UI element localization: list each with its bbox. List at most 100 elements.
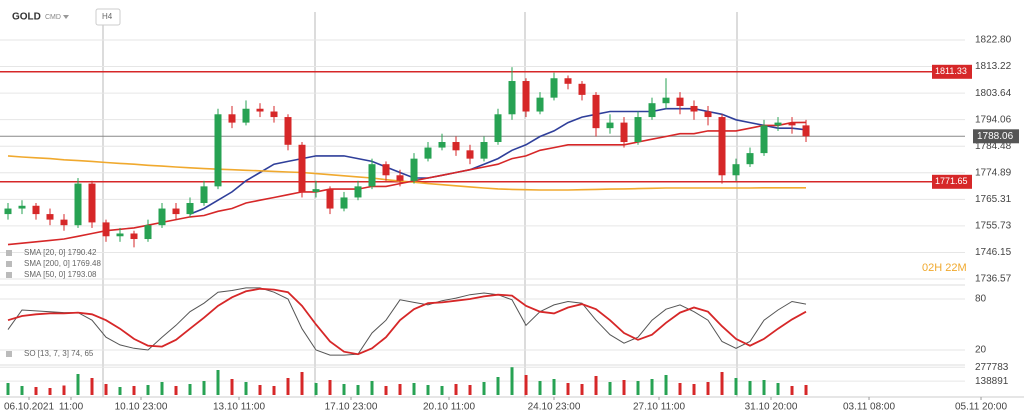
- legend-entry: SMA [20, 0] 1790.42: [24, 248, 97, 257]
- candle-body: [592, 94, 600, 129]
- volume-bar: [426, 385, 430, 395]
- volume-bar: [76, 374, 80, 395]
- volume-bar: [524, 375, 528, 395]
- candle-body: [200, 186, 208, 203]
- candle-body: [4, 208, 12, 215]
- x-tick-label: 31.10 20:00: [745, 402, 798, 413]
- candle-body: [144, 225, 152, 240]
- candle-body: [116, 233, 124, 237]
- volume-bar: [146, 385, 150, 395]
- timeframe-box[interactable]: [95, 8, 121, 26]
- candle-body: [788, 122, 796, 126]
- volume-bar: [62, 385, 66, 395]
- candle-body: [536, 97, 544, 112]
- candle-body: [452, 142, 460, 151]
- legend-icon: [6, 261, 12, 267]
- candle-body: [284, 117, 292, 145]
- candle-body: [732, 164, 740, 176]
- volume-bar: [762, 380, 766, 395]
- candle-body: [648, 103, 656, 118]
- candle-body: [634, 117, 642, 143]
- candle-body: [242, 108, 250, 123]
- volume-bar: [510, 367, 514, 395]
- volume-bar: [636, 381, 640, 395]
- volume-bar: [6, 383, 10, 395]
- candle-body: [130, 233, 138, 240]
- volume-bar: [300, 372, 304, 395]
- x-tick-label: 05.11 20:00: [955, 402, 1008, 413]
- volume-bar: [496, 377, 500, 395]
- volume-bar: [244, 382, 248, 395]
- volume-bar: [468, 385, 472, 395]
- volume-bar: [272, 386, 276, 395]
- y-tick-label: 1746.15: [975, 247, 1012, 258]
- candle-body: [802, 125, 810, 137]
- sma-line: [7, 121, 807, 246]
- candle-body: [606, 122, 614, 129]
- volume-bar: [314, 383, 318, 395]
- candle-body: [760, 125, 768, 154]
- symbol-type[interactable]: CMD: [45, 14, 61, 21]
- volume-bar: [258, 385, 262, 395]
- volume-bar: [398, 384, 402, 395]
- volume-bar: [384, 386, 388, 395]
- candle-body: [466, 150, 474, 159]
- volume-bar: [370, 381, 374, 395]
- dropdown-arrow[interactable]: [63, 15, 69, 19]
- candle-body: [718, 117, 726, 176]
- candle-body: [172, 208, 180, 215]
- y-tick-label: 277783: [975, 362, 1009, 373]
- candle-body: [382, 164, 390, 176]
- volume-bar: [706, 382, 710, 395]
- candle-body: [410, 158, 418, 181]
- volume-bar: [202, 381, 206, 395]
- volume-bar: [132, 386, 136, 395]
- candle-body: [74, 183, 82, 226]
- candle-body: [550, 78, 558, 98]
- volume-bar: [790, 386, 794, 395]
- candle-body: [60, 219, 68, 226]
- volume-bar: [720, 372, 724, 395]
- y-tick-label: 1822.80: [975, 35, 1012, 46]
- y-tick-label: 1784.48: [975, 141, 1012, 152]
- candle-body: [326, 189, 334, 209]
- candle-body: [690, 105, 698, 112]
- volume-bar: [692, 384, 696, 395]
- candle-body: [88, 183, 96, 223]
- x-tick-label: 24.10 23:00: [528, 402, 581, 413]
- countdown: 02H 22M: [922, 262, 967, 274]
- level-label: 1771.65: [935, 176, 968, 186]
- candle-body: [298, 144, 306, 192]
- x-tick-label: 17.10 23:00: [325, 402, 378, 413]
- volume-bar: [454, 384, 458, 395]
- volume-bar: [118, 387, 122, 395]
- x-tick-label: 27.10 11:00: [633, 402, 686, 413]
- candle-body: [340, 197, 348, 209]
- level-label: 1811.33: [935, 66, 967, 76]
- legend-entry: SMA [200, 0] 1769.48: [24, 259, 101, 268]
- candle-body: [494, 114, 502, 143]
- y-tick-label: 1736.57: [975, 274, 1012, 285]
- timeframe[interactable]: H4: [102, 12, 113, 21]
- volume-bar: [104, 384, 108, 395]
- candle-body: [312, 189, 320, 192]
- y-tick-label: 80: [975, 294, 987, 305]
- candle-body: [564, 78, 572, 84]
- candle-body: [480, 142, 488, 159]
- last-price-label: 1788.06: [977, 131, 1014, 142]
- volume-bar: [160, 382, 164, 395]
- volume-bar: [482, 382, 486, 395]
- volume-bar: [748, 381, 752, 395]
- oscillator-line: [7, 287, 807, 356]
- last-price-box: [973, 129, 1019, 144]
- candle-body: [368, 164, 376, 187]
- legend-icon: [6, 272, 12, 278]
- y-tick-label: 1765.31: [975, 194, 1012, 205]
- volume-bar: [594, 376, 598, 395]
- symbol: GOLD: [12, 12, 41, 23]
- oscillator-line: [7, 287, 807, 356]
- y-tick-label: 1794.06: [975, 114, 1012, 125]
- candle-body: [46, 214, 54, 220]
- volume-bar: [188, 384, 192, 395]
